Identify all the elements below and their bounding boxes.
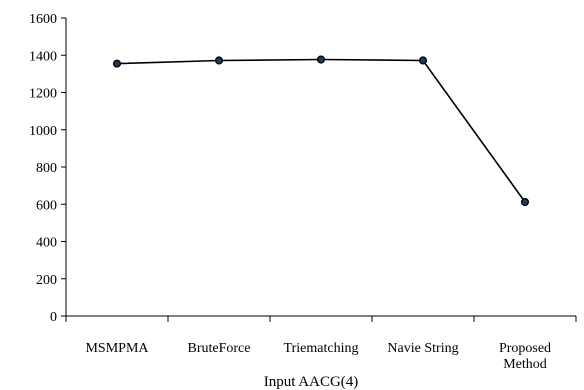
y-tick-label: 0 (50, 310, 57, 325)
data-point (112, 59, 122, 68)
y-tick-label: 600 (36, 198, 57, 213)
series-line (112, 55, 530, 207)
data-point (316, 55, 326, 64)
series-polyline (116, 58, 526, 203)
x-axis: MSMPMA BruteForce Triematching Navie String… (65, 315, 577, 372)
y-tick-label: 800 (36, 161, 57, 176)
x-tick-label: Proposed Method (499, 341, 551, 372)
y-tick-label: 1000 (29, 124, 57, 139)
x-tick-label: Triematching (284, 341, 359, 356)
x-axis-label: Input AACG(4) (264, 374, 359, 390)
x-tick-label: Navie String (387, 341, 458, 356)
x-tick-label: BruteForce (188, 341, 251, 356)
y-tick-label: 1600 (29, 12, 57, 27)
y-tick-label: 1400 (29, 49, 57, 64)
y-tick-label: 200 (36, 273, 57, 288)
y-tick-label: 1200 (29, 87, 57, 102)
y-axis: 0 200 400 600 800 1000 1200 1400 1600 (29, 12, 67, 325)
data-point (418, 56, 428, 65)
data-point (214, 56, 224, 65)
y-tick-label: 400 (36, 236, 57, 251)
data-point (520, 197, 530, 207)
x-tick-label: MSMPMA (85, 341, 149, 356)
